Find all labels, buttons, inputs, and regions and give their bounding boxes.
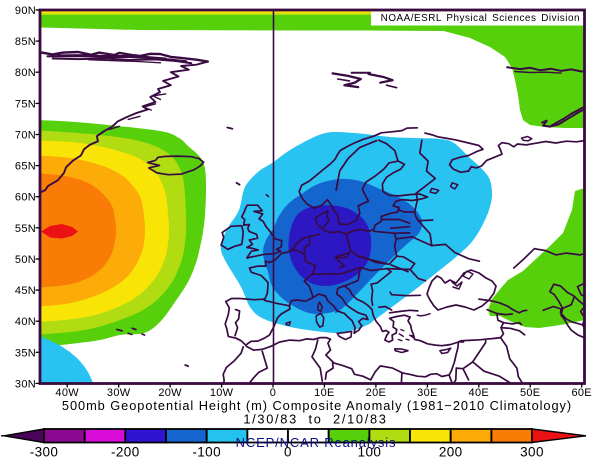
svg-text:-100: -100: [192, 445, 221, 460]
svg-text:100: 100: [358, 445, 382, 460]
svg-text:80N: 80N: [15, 67, 36, 79]
svg-text:-300: -300: [30, 445, 59, 460]
svg-text:90N: 90N: [15, 5, 36, 17]
svg-text:NCEP/NCAR Reanalysis: NCEP/NCAR Reanalysis: [236, 435, 397, 450]
svg-text:20W: 20W: [158, 387, 182, 399]
svg-text:45N: 45N: [15, 285, 36, 297]
svg-text:10E: 10E: [314, 387, 334, 399]
svg-text:85N: 85N: [15, 36, 36, 48]
svg-text:35N: 35N: [15, 347, 36, 359]
svg-text:70N: 70N: [15, 130, 36, 142]
svg-text:40N: 40N: [15, 316, 36, 328]
svg-text:0: 0: [284, 445, 292, 460]
svg-text:30W: 30W: [107, 387, 131, 399]
svg-text:0: 0: [270, 387, 276, 399]
svg-text:60N: 60N: [15, 192, 36, 204]
svg-text:55N: 55N: [15, 223, 36, 235]
svg-text:40E: 40E: [469, 387, 489, 399]
svg-text:1/30/83 to 2/10/83: 1/30/83 to 2/10/83: [243, 412, 387, 427]
svg-text:NOAA/ESRL Physical Sciences Di: NOAA/ESRL Physical Sciences Division: [381, 13, 580, 24]
svg-text:75N: 75N: [15, 98, 36, 110]
svg-text:50E: 50E: [520, 387, 540, 399]
svg-text:60E: 60E: [571, 387, 591, 399]
svg-text:300: 300: [520, 445, 544, 460]
svg-text:65N: 65N: [15, 161, 36, 173]
svg-text:30E: 30E: [417, 387, 437, 399]
svg-text:10W: 10W: [210, 387, 234, 399]
svg-text:500mb Geopotential Height (m): 500mb Geopotential Height (m) Composite …: [62, 398, 572, 413]
svg-text:20E: 20E: [366, 387, 386, 399]
svg-text:50N: 50N: [15, 254, 36, 266]
svg-text:30N: 30N: [15, 378, 36, 390]
svg-text:40W: 40W: [55, 387, 79, 399]
svg-text:-200: -200: [111, 445, 140, 460]
svg-text:200: 200: [439, 445, 463, 460]
